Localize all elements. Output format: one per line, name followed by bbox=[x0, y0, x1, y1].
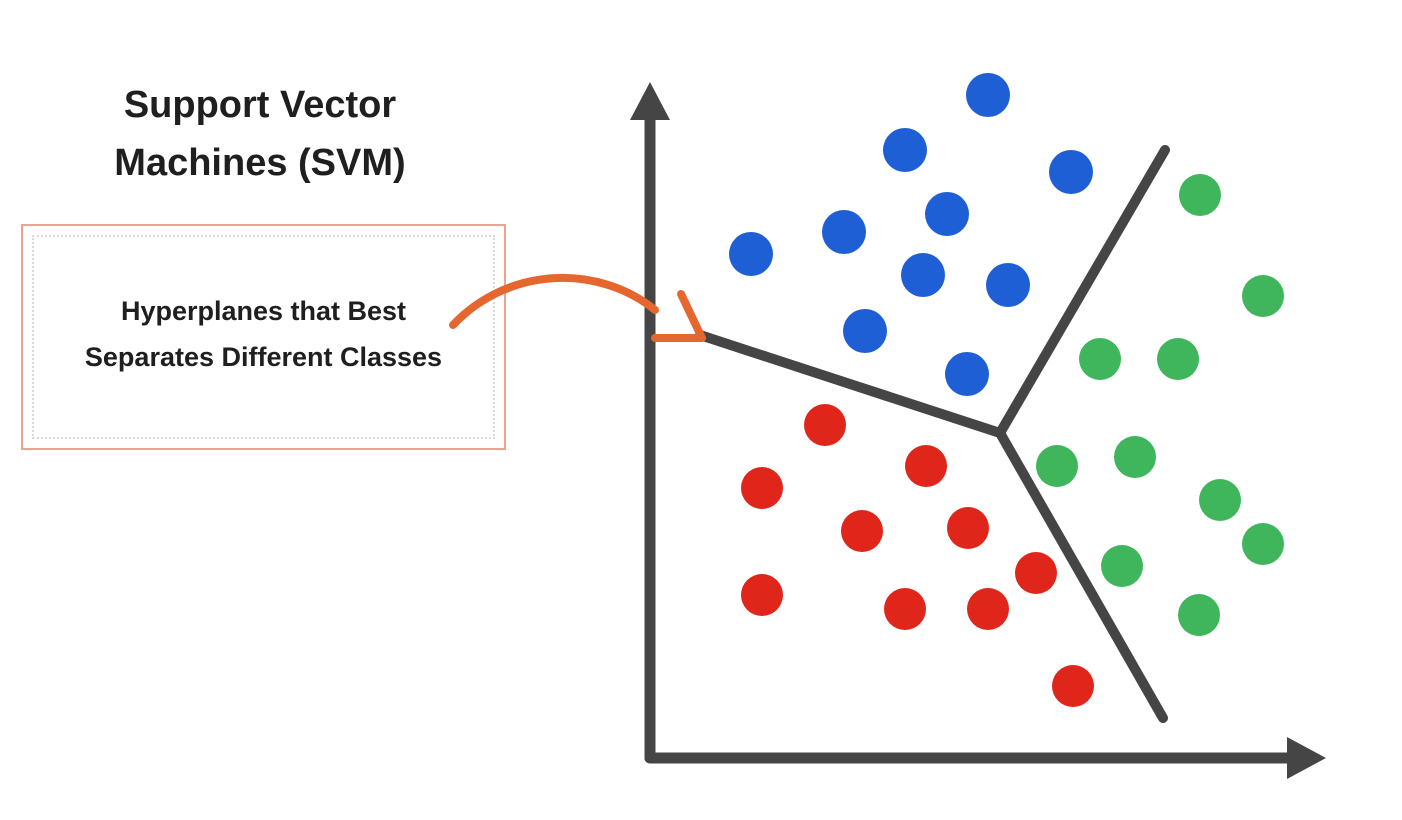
red-point bbox=[1015, 552, 1057, 594]
diagram-title: Support Vector Machines (SVM) bbox=[60, 76, 460, 192]
callout-box: Hyperplanes that Best Separates Differen… bbox=[21, 224, 506, 450]
blue-point bbox=[1049, 150, 1093, 194]
green-point bbox=[1036, 445, 1078, 487]
red-point bbox=[905, 445, 947, 487]
red-point bbox=[884, 588, 926, 630]
red-point bbox=[741, 467, 783, 509]
blue-point bbox=[966, 73, 1010, 117]
red-point bbox=[841, 510, 883, 552]
green-point bbox=[1242, 275, 1284, 317]
blue-point bbox=[986, 263, 1030, 307]
red-point bbox=[947, 507, 989, 549]
red-point bbox=[967, 588, 1009, 630]
hyperplane-blue-red bbox=[695, 330, 1005, 438]
blue-point bbox=[925, 192, 969, 236]
green-class-points bbox=[1036, 174, 1284, 636]
red-class-points bbox=[741, 404, 1094, 707]
green-point bbox=[1101, 545, 1143, 587]
green-point bbox=[1199, 479, 1241, 521]
blue-point bbox=[883, 128, 927, 172]
blue-point bbox=[945, 352, 989, 396]
blue-point bbox=[822, 210, 866, 254]
green-point bbox=[1079, 338, 1121, 380]
callout-line-1: Hyperplanes that Best bbox=[120, 296, 407, 326]
blue-class-points bbox=[729, 73, 1093, 396]
y-axis-arrowhead bbox=[630, 82, 670, 120]
hyperplane-red-green bbox=[995, 428, 1168, 723]
blue-point bbox=[843, 309, 887, 353]
blue-point bbox=[729, 232, 773, 276]
red-point bbox=[1052, 665, 1094, 707]
red-point bbox=[741, 574, 783, 616]
title-line-2: Machines (SVM) bbox=[114, 142, 406, 184]
blue-point bbox=[901, 253, 945, 297]
callout-line-2: Separates Different Classes bbox=[84, 342, 443, 372]
green-point bbox=[1242, 523, 1284, 565]
red-point bbox=[804, 404, 846, 446]
x-axis-arrowhead bbox=[1287, 737, 1326, 779]
callout-text: Hyperplanes that Best Separates Differen… bbox=[23, 288, 504, 380]
green-point bbox=[1178, 594, 1220, 636]
callout-inner-border bbox=[32, 235, 495, 439]
green-point bbox=[1114, 436, 1156, 478]
green-point bbox=[1179, 174, 1221, 216]
callout-arrow bbox=[449, 274, 659, 329]
green-point bbox=[1157, 338, 1199, 380]
callout-arrow-head bbox=[651, 290, 706, 342]
hyperplane-blue-green bbox=[995, 145, 1170, 438]
title-line-1: Support Vector bbox=[123, 84, 397, 126]
